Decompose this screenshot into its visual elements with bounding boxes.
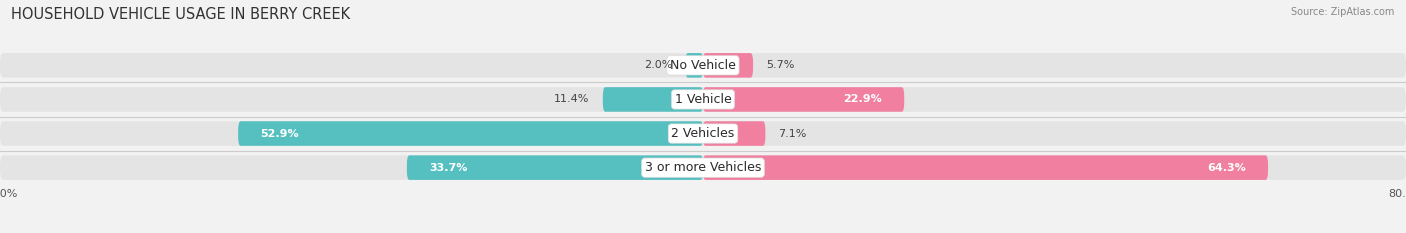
FancyBboxPatch shape (0, 121, 1406, 146)
FancyBboxPatch shape (686, 53, 703, 78)
Text: 5.7%: 5.7% (766, 60, 794, 70)
Text: 22.9%: 22.9% (844, 94, 883, 104)
FancyBboxPatch shape (0, 155, 1406, 180)
Text: No Vehicle: No Vehicle (671, 59, 735, 72)
Text: 3 or more Vehicles: 3 or more Vehicles (645, 161, 761, 174)
Text: 2.0%: 2.0% (644, 60, 672, 70)
Text: 1 Vehicle: 1 Vehicle (675, 93, 731, 106)
Legend: Owner-occupied, Renter-occupied: Owner-occupied, Renter-occupied (575, 231, 831, 233)
FancyBboxPatch shape (703, 53, 754, 78)
FancyBboxPatch shape (238, 121, 703, 146)
FancyBboxPatch shape (406, 155, 703, 180)
Text: 52.9%: 52.9% (260, 129, 298, 139)
Text: 64.3%: 64.3% (1208, 163, 1246, 173)
FancyBboxPatch shape (0, 53, 1406, 78)
Text: 33.7%: 33.7% (429, 163, 467, 173)
FancyBboxPatch shape (703, 155, 1268, 180)
Text: Source: ZipAtlas.com: Source: ZipAtlas.com (1291, 7, 1395, 17)
Text: 7.1%: 7.1% (779, 129, 807, 139)
FancyBboxPatch shape (0, 87, 1406, 112)
FancyBboxPatch shape (603, 87, 703, 112)
Text: 2 Vehicles: 2 Vehicles (672, 127, 734, 140)
Text: HOUSEHOLD VEHICLE USAGE IN BERRY CREEK: HOUSEHOLD VEHICLE USAGE IN BERRY CREEK (11, 7, 350, 22)
FancyBboxPatch shape (703, 87, 904, 112)
FancyBboxPatch shape (703, 121, 765, 146)
Text: 11.4%: 11.4% (554, 94, 589, 104)
